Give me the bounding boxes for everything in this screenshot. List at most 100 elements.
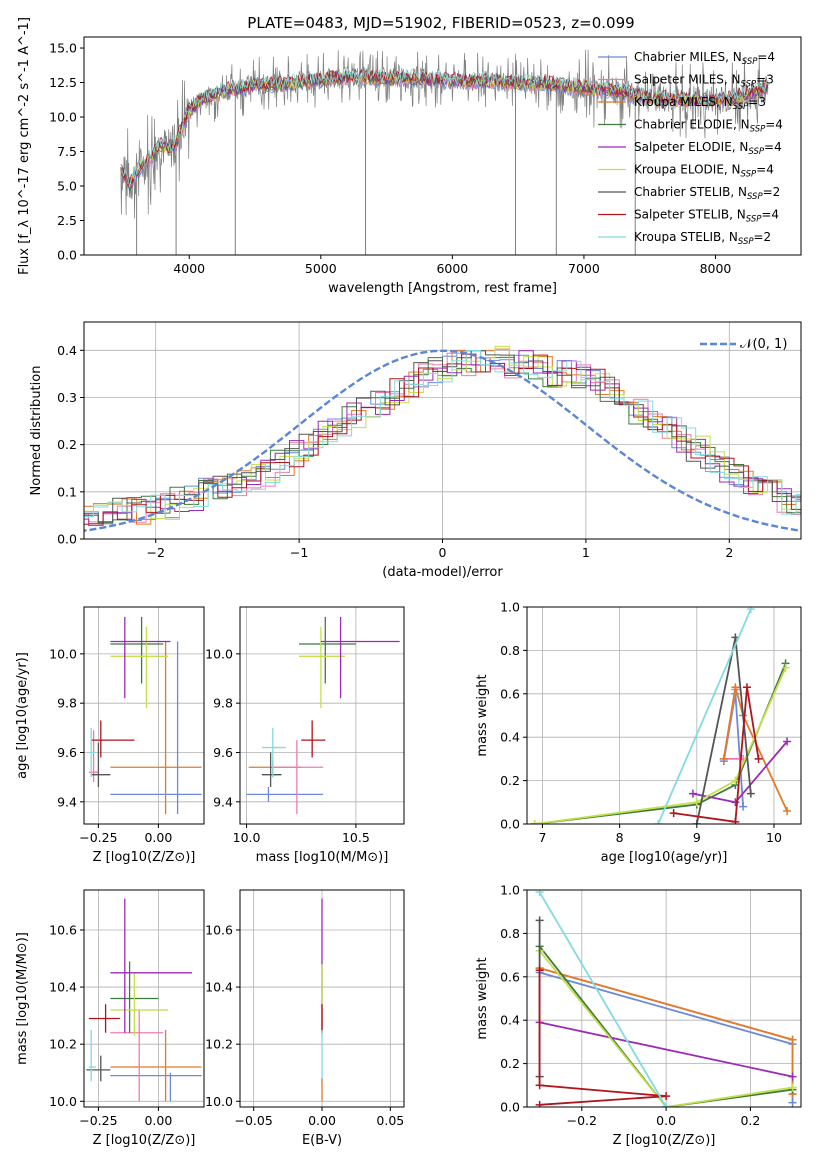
series-marker	[530, 820, 539, 824]
y-tick-label: 0.4	[500, 730, 520, 745]
series-marker	[662, 1092, 671, 1101]
y-tick-label: 9.8	[57, 696, 77, 711]
x-axis-label: age [log10(age/yr)]	[601, 850, 728, 865]
y-tick-label: 0.6	[500, 969, 520, 984]
axes-frame	[526, 889, 802, 1108]
panel-weight_vs_age: 7 8 9 10 0.0 0.2 0.4 0.6 0.8 1.0 age [log10(age/yr…	[475, 600, 802, 865]
y-axis-label: age [log10(age/yr)]	[15, 652, 30, 779]
y-tick-label: 0.4	[500, 1013, 520, 1028]
x-tick-label: −0.25	[79, 1113, 117, 1128]
x-tick-label: 0.00	[144, 830, 172, 845]
plot-area	[240, 607, 404, 824]
x-tick-label: 10.5	[342, 830, 370, 845]
y-axis-label: mass weight	[475, 674, 490, 756]
series-marker	[783, 737, 792, 746]
series-marker	[719, 754, 728, 763]
y-tick-label: 0.8	[500, 926, 520, 941]
y-tick-label: 0.2	[57, 437, 77, 452]
y-axis-label: Normed distribution	[29, 366, 44, 496]
series-marker	[788, 1072, 797, 1081]
y-tick-label: 9.4	[213, 794, 233, 809]
x-axis-label: mass [log10(M/M⊙)]	[256, 850, 389, 865]
x-tick-label: 7000	[568, 261, 600, 276]
series-marker	[535, 1081, 544, 1090]
series-line	[534, 667, 787, 824]
series-marker	[742, 683, 751, 692]
series-marker	[692, 820, 701, 824]
x-tick-label: 0.0	[656, 1113, 676, 1128]
x-tick-label: −0.05	[235, 1113, 273, 1128]
x-axis-label: Z [log10(Z/Z⊙)]	[93, 1133, 196, 1148]
y-tick-label: 7.5	[57, 144, 77, 159]
legend: 𝒩(0, 1)	[700, 337, 787, 352]
series-marker	[788, 1098, 797, 1107]
plot-content	[120, 49, 769, 255]
x-tick-label: −2	[146, 545, 164, 560]
x-axis-label: Z [log10(Z/Z⊙)]	[613, 1133, 716, 1148]
figure-title: PLATE=0483, MJD=51902, FIBERID=0523, z=0…	[247, 14, 634, 32]
x-tick-label: 5000	[305, 261, 337, 276]
series-marker	[731, 683, 740, 692]
plot-area	[527, 607, 801, 824]
y-tick-label: 10.0	[49, 110, 77, 125]
x-tick-label: 6000	[436, 261, 468, 276]
x-tick-label: 10	[766, 830, 782, 845]
axes-frame	[83, 36, 802, 256]
plot-content	[530, 607, 792, 824]
x-tick-label: −0.25	[79, 830, 117, 845]
series-line	[657, 608, 752, 824]
series-line	[538, 945, 793, 1107]
x-tick-label: 0.00	[308, 1113, 336, 1128]
y-tick-label: 0.8	[500, 643, 520, 658]
panel-weight_vs_Z: −0.2 0.0 0.2 0.0 0.2 0.4 0.6 0.8 1.0 Z [log10(Z/Z…	[475, 883, 802, 1148]
y-tick-label: 9.6	[57, 745, 77, 760]
plot-content	[86, 898, 202, 1102]
legend-label: Chabrier ELODIE, NSSP=4	[634, 118, 783, 135]
panel-spectrum: 4000 5000 6000 7000 8000 0.0 2.5 5.0 7.5 10.0 12.5…	[17, 17, 802, 296]
series-marker	[731, 817, 740, 824]
x-tick-label: 4000	[173, 261, 205, 276]
y-tick-label: 10.0	[49, 646, 77, 661]
legend-label: Salpeter ELODIE, NSSP=4	[634, 140, 782, 157]
y-tick-label: 2.5	[57, 213, 77, 228]
x-tick-label: −1	[290, 545, 308, 560]
y-tick-label: 5.0	[57, 179, 77, 194]
y-tick-label: 0.0	[57, 248, 77, 263]
panel-mass_vs_ebv: −0.05 0.00 0.05 10.0 10.2 10.4 10.6 E(B-V)	[205, 889, 405, 1148]
panel-mass_vs_Z: −0.25 0.00 10.0 10.2 10.4 10.6 Z [log10(Z/Z⊙)]…	[15, 889, 205, 1148]
panel-age_vs_mass: 10.0 10.5 9.4 9.6 9.8 10.0 mass [log10(M/M⊙)]	[205, 606, 405, 865]
x-axis-label: wavelength [Angstrom, rest frame]	[328, 281, 557, 296]
y-tick-label: 1.0	[500, 883, 520, 898]
x-tick-label: 0	[439, 545, 447, 560]
legend-label: Kroupa STELIB, NSSP=2	[634, 230, 771, 247]
series-marker	[746, 789, 755, 798]
x-tick-label: 0.05	[376, 1113, 404, 1128]
series-marker	[739, 802, 748, 811]
x-tick-label: 7	[538, 830, 546, 845]
y-tick-label: 10.0	[205, 646, 233, 661]
series-marker	[688, 789, 697, 798]
plot-content	[84, 345, 801, 533]
axes-frame	[239, 606, 405, 825]
plot-area	[84, 607, 204, 824]
series-marker	[692, 798, 701, 807]
x-axis-label: E(B-V)	[302, 1133, 342, 1148]
y-tick-label: 0.1	[57, 484, 77, 499]
series-line	[538, 950, 793, 1107]
y-tick-label: 12.5	[49, 75, 77, 90]
series-line	[722, 687, 788, 812]
y-tick-label: 0.2	[500, 773, 520, 788]
panel-age_vs_Z: −0.25 0.00 9.4 9.6 9.8 10.0 Z [log10(Z/Z⊙)] age…	[15, 606, 205, 865]
plot-area	[84, 37, 801, 255]
legend-label: Chabrier STELIB, NSSP=2	[634, 185, 780, 202]
series-marker	[669, 809, 678, 818]
series-marker	[788, 1035, 797, 1044]
plot-content	[88, 616, 202, 815]
legend-label: Salpeter STELIB, NSSP=4	[634, 208, 779, 225]
x-tick-label: 0.2	[740, 1113, 760, 1128]
series-marker	[783, 806, 792, 815]
y-axis-label: mass [log10(M/M⊙)]	[15, 932, 30, 1065]
y-tick-label: 10.4	[49, 980, 77, 995]
x-axis-label: Z [log10(Z/Z⊙)]	[93, 850, 196, 865]
series-marker	[788, 1083, 797, 1092]
